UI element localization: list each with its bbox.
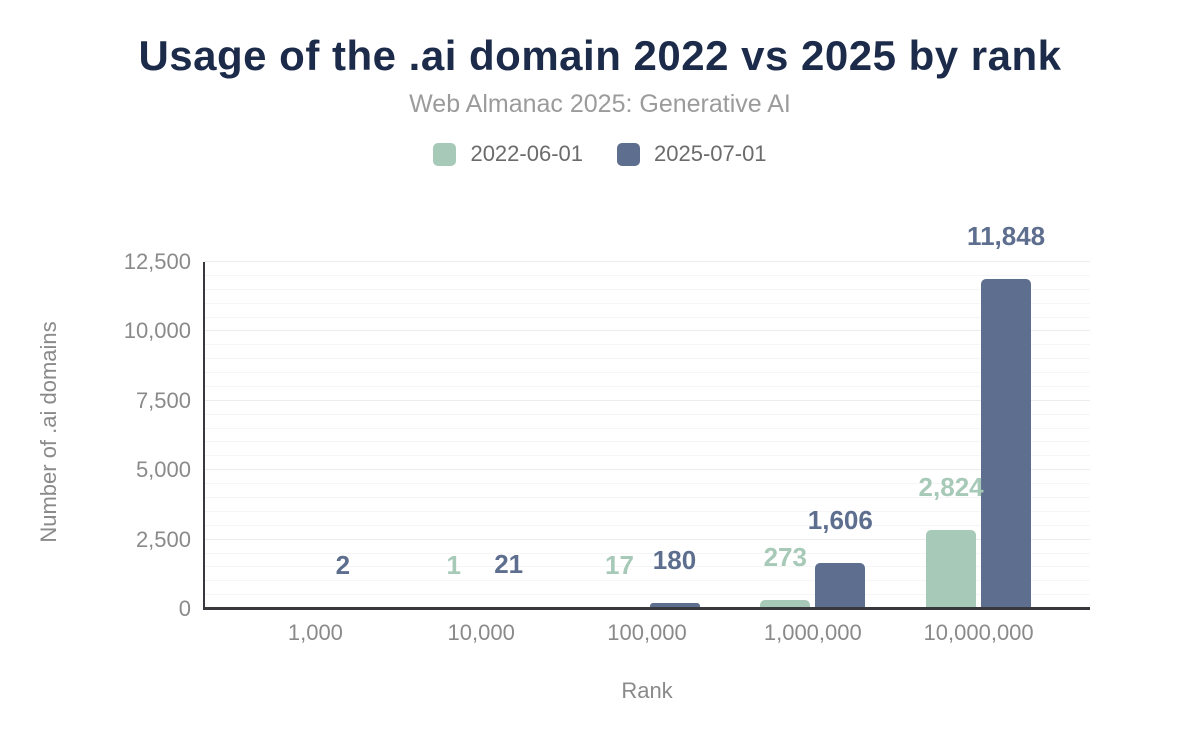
bar-value-label: 2,824: [918, 471, 984, 502]
chart-title: Usage of the .ai domain 2022 vs 2025 by …: [138, 32, 1062, 79]
legend-item-2022-06-01[interactable]: 2022-06-01: [433, 141, 583, 167]
x-tick-label: 1,000,000: [763, 620, 862, 645]
y-tick-label: 0: [178, 596, 191, 621]
grid-line: [204, 399, 1090, 401]
grid-line: [204, 427, 1090, 429]
legend-label: 2022-06-01: [470, 141, 583, 166]
grid-line: [204, 372, 1090, 373]
y-axis-title: Number of .ai domains: [36, 321, 61, 543]
bar-value-label: 17: [605, 549, 634, 580]
bar-value-label: 11,848: [967, 221, 1046, 252]
legend-swatch-icon: [433, 142, 457, 166]
grid-line: [204, 552, 1090, 554]
y-tick-label: 12,500: [123, 249, 191, 274]
bar-2025-07-01-100000[interactable]: [649, 603, 700, 608]
legend-label: 2025-07-01: [654, 141, 767, 166]
grid-line: [204, 385, 1090, 387]
grid-line: [204, 510, 1090, 512]
x-tick-label: 1,000: [287, 620, 343, 645]
y-tick-label: 2,500: [135, 526, 191, 552]
bar-2022-06-01-1000000[interactable]: [760, 600, 811, 608]
grid-line: [204, 455, 1090, 457]
grid-line: [204, 330, 1090, 332]
grid-line: [204, 316, 1090, 318]
y-tick-label: 7,500: [135, 387, 191, 413]
x-tick-label: 100,000: [607, 620, 687, 645]
x-tick-label: 10,000,000: [923, 620, 1034, 645]
plot-area: 0 2,500 5,000 7,500 10,000 12,500 1,000 10,000 1…: [124, 223, 1090, 645]
grid-line: [204, 302, 1090, 304]
grid-line: [204, 524, 1090, 526]
y-tick-label: 10,000: [123, 318, 191, 344]
grid-line: [204, 441, 1090, 443]
y-tick-label: 5,000: [135, 457, 191, 483]
grid-line: [204, 483, 1090, 485]
y-axis-line: [203, 262, 205, 609]
grid-line: [204, 274, 1090, 276]
bar-value-label: 21: [494, 549, 524, 580]
bar-value-label: 2: [335, 549, 351, 580]
bar-2025-07-01-10000000[interactable]: [981, 279, 1032, 608]
grid-line: [204, 261, 1090, 262]
grid-line: [204, 594, 1090, 596]
grid-line: [204, 580, 1090, 582]
grid-line: [204, 358, 1090, 360]
x-tick-label: 10,000: [447, 620, 515, 645]
grid-line: [204, 344, 1090, 346]
bar-value-label: 180: [652, 545, 697, 575]
grid-line: [204, 469, 1090, 471]
legend: 2022-06-01 2025-07-01: [0, 141, 1200, 167]
bar-value-label: 1,606: [807, 505, 873, 536]
bar-2022-06-01-10000000[interactable]: [926, 529, 977, 608]
grid-line: [204, 413, 1090, 415]
legend-swatch-icon: [617, 142, 640, 166]
chart-subtitle: Web Almanac 2025: Generative AI: [409, 90, 791, 118]
bar-value-label: 1: [446, 550, 461, 580]
bar-value-label: 273: [763, 542, 807, 573]
grid-line: [204, 497, 1090, 498]
bar-2025-07-01-1000000[interactable]: [815, 563, 866, 608]
grid-line: [204, 538, 1090, 540]
grid-line: [204, 566, 1090, 568]
grid-line: [204, 288, 1090, 290]
x-axis-line: [203, 607, 1090, 610]
x-axis-title: Rank: [621, 678, 673, 703]
legend-item-2025-07-01[interactable]: 2025-07-01: [617, 141, 767, 167]
